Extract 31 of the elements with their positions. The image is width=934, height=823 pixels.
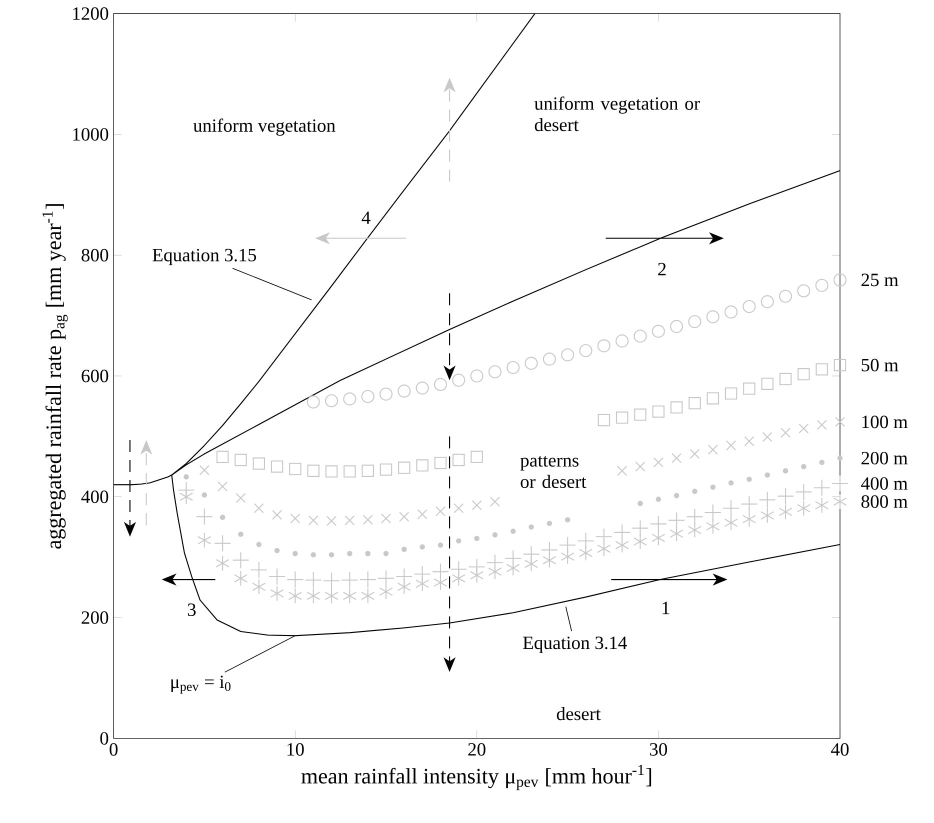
annotation: uniform vegetation or desert [534, 96, 700, 132]
series-label: 25 m [862, 274, 898, 286]
y-tick-label: 600 [82, 370, 108, 382]
annotation: desert [556, 707, 601, 720]
annotation: μ$_{pev}$ = i$_{0}$ [171, 676, 231, 694]
series-label: 100 m [862, 416, 908, 428]
annotation: 2 [658, 262, 666, 276]
y-tick-label: 200 [82, 611, 108, 624]
x-axis-title: mean rainfall intensity μ$_{pev}$ [mm hour$^{-1}$] [301, 764, 652, 790]
annotation: Equation 3.15 [152, 248, 256, 266]
annotation: 1 [662, 602, 670, 614]
x-tick-label: 0 [110, 743, 118, 756]
y-tick-label: 0 [100, 732, 108, 745]
series-label: 800 m [861, 495, 908, 508]
y-tick-label: 400 [81, 490, 108, 504]
x-tick-label: 20 [468, 743, 486, 756]
annotation: uniform vegetation [193, 118, 336, 136]
y-tick-label: 1200 [73, 7, 108, 20]
series-label: 50 m [862, 358, 898, 372]
annotation: 3 [188, 603, 196, 616]
y-tick-label: 800 [82, 248, 108, 262]
annotation: 4 [362, 212, 370, 224]
series-label: 200 m [862, 452, 908, 464]
annotation: Equation 3.14 [523, 636, 627, 653]
x-tick-label: 40 [831, 743, 849, 756]
x-tick-label: 30 [650, 743, 668, 756]
x-tick-label: 10 [288, 743, 304, 756]
y-tick-label: 1000 [73, 128, 108, 141]
annotation: patterns or desert [520, 456, 586, 488]
y-axis-title: aggregated rainfall rate p$_{ag}$ [mm year$^{-1}$] [42, 204, 68, 549]
series-label: 400 m [861, 477, 908, 490]
